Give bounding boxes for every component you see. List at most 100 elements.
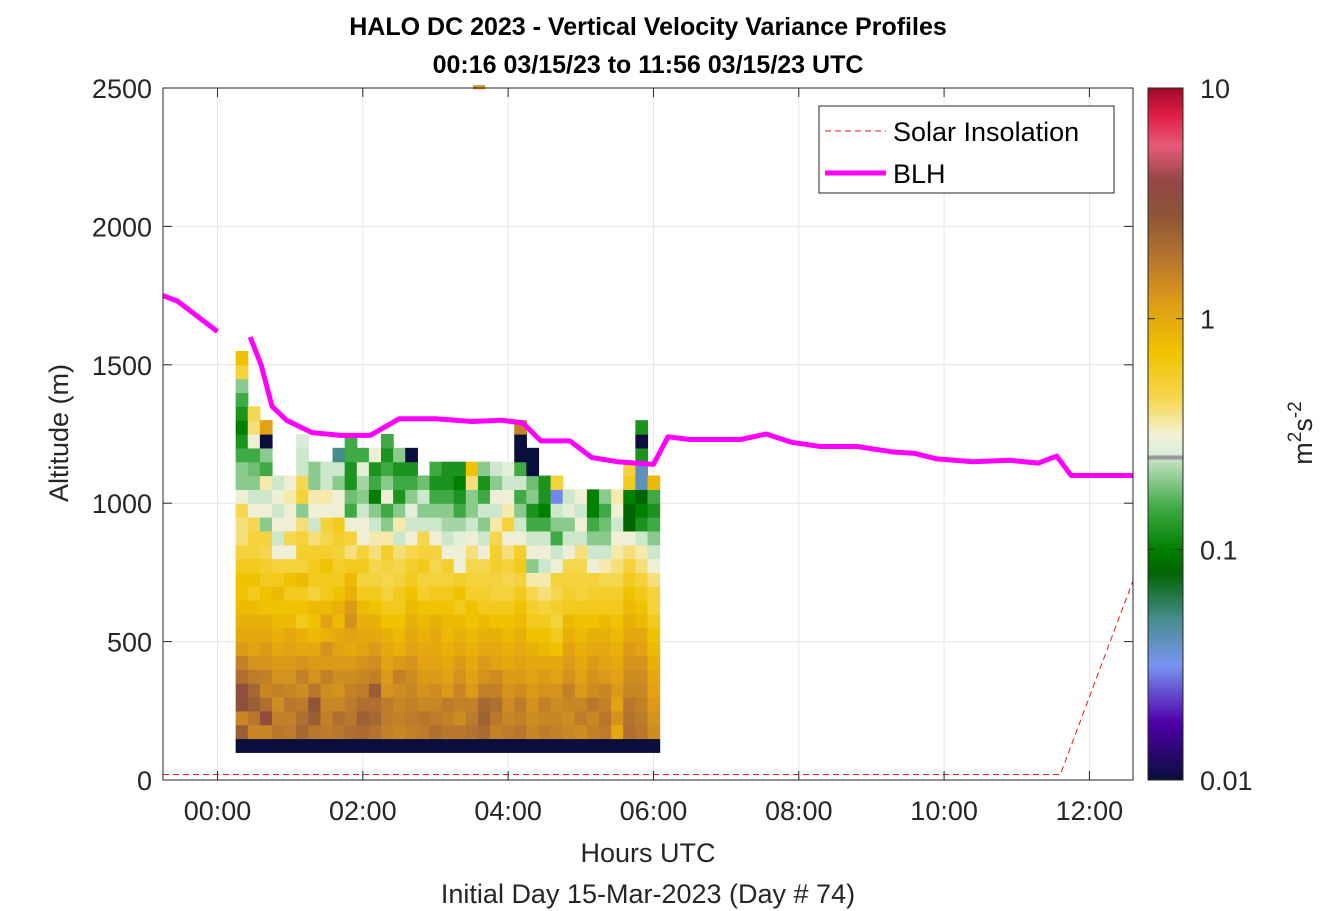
colorbar-segment: [1148, 359, 1183, 363]
heatmap-cell: [405, 503, 418, 518]
heatmap-cell: [538, 558, 552, 573]
heatmap-cell: [417, 600, 431, 615]
colorbar-segment: [1148, 566, 1183, 571]
heatmap-cell: [586, 627, 600, 643]
heatmap-cell: [441, 572, 455, 587]
heatmap-cell: [320, 489, 334, 504]
heatmap-cell: [514, 517, 527, 532]
heatmap-cell: [344, 558, 358, 573]
heatmap-cell: [344, 613, 358, 629]
heatmap-cell: [502, 530, 515, 546]
colorbar-segment: [1148, 379, 1183, 383]
colorbar-segment: [1148, 768, 1183, 772]
colorbar-segment: [1148, 90, 1183, 95]
heatmap-cell: [465, 683, 479, 698]
colorbar-segment: [1148, 295, 1183, 299]
heatmap-cell: [247, 434, 261, 449]
heatmap-cell: [259, 613, 273, 629]
heatmap-cell: [441, 475, 455, 490]
colorbar-segment: [1148, 249, 1183, 253]
legend-box: [818, 105, 1115, 194]
colorbar-segment: [1148, 373, 1183, 377]
colorbar-segment: [1148, 612, 1183, 617]
heatmap-cell: [465, 572, 479, 587]
heatmap-cell: [441, 627, 455, 643]
heatmap-cell: [356, 558, 370, 573]
heatmap-cell: [550, 738, 564, 753]
colorbar-segment: [1148, 390, 1183, 395]
heatmap-cell: [599, 613, 612, 629]
heatmap-cell: [356, 530, 370, 546]
heatmap-cell: [393, 600, 406, 615]
heatmap-cell: [332, 600, 346, 615]
colorbar-segment: [1148, 367, 1183, 372]
heatmap-cell: [296, 503, 309, 518]
heatmap-cell: [623, 613, 636, 629]
heatmap-cell: [356, 696, 370, 712]
heatmap-cell: [259, 683, 273, 698]
heatmap-cell: [477, 669, 491, 684]
heatmap-cell: [550, 530, 564, 546]
heatmap-cell: [381, 669, 394, 684]
heatmap-cell: [465, 710, 479, 726]
heatmap-cell: [550, 558, 564, 573]
colorbar-segment: [1148, 139, 1183, 144]
heatmap-cell: [477, 613, 491, 629]
heatmap-cell: [284, 613, 297, 629]
heatmap-cell: [465, 627, 479, 643]
colorbar-segment: [1148, 364, 1183, 369]
colorbar-segment: [1148, 604, 1183, 608]
heatmap-cell: [477, 724, 491, 740]
heatmap-cell: [514, 738, 527, 753]
heatmap-cell: [393, 558, 406, 573]
colorbar-segment: [1148, 526, 1183, 530]
colorbar-segment: [1148, 751, 1183, 755]
heatmap-cell: [599, 572, 612, 587]
heatmap-cell: [611, 627, 624, 643]
colorbar-segment: [1148, 506, 1183, 510]
heatmap-cell: [429, 544, 443, 560]
heatmap-cell: [441, 724, 455, 740]
colorbar-segment: [1148, 702, 1183, 706]
colorbar-segment: [1148, 226, 1183, 230]
heatmap-cell: [647, 586, 661, 601]
heatmap-cell: [574, 710, 588, 726]
heatmap-cell: [405, 572, 418, 587]
heatmap-cell: [429, 724, 443, 740]
colorbar-segment: [1148, 111, 1183, 115]
heatmap-cell: [356, 738, 370, 753]
heatmap-cell: [514, 572, 527, 587]
heatmap-cell: [320, 558, 334, 573]
heatmap-cell: [344, 489, 358, 504]
heatmap-cell: [599, 489, 612, 504]
heatmap-cell: [320, 544, 334, 560]
colorbar-segment: [1148, 641, 1183, 645]
heatmap-cell: [296, 572, 309, 587]
colorbar-segment: [1148, 361, 1183, 366]
colorbar-segment: [1148, 96, 1183, 101]
colorbar-segment: [1148, 618, 1183, 622]
heatmap-cell: [344, 641, 358, 657]
heatmap-cell: [381, 683, 394, 698]
heatmap-cell: [538, 475, 552, 490]
heatmap-cell: [332, 503, 346, 518]
colorbar-segment: [1148, 503, 1183, 507]
heatmap-cell: [623, 710, 636, 726]
heatmap-cell: [235, 683, 249, 698]
heatmap-cell: [574, 613, 588, 629]
heatmap-cell: [344, 517, 358, 532]
colorbar-segment: [1148, 500, 1183, 504]
heatmap-cell: [611, 530, 624, 546]
heatmap-cell: [453, 710, 467, 726]
heatmap-cell: [635, 447, 649, 463]
heatmap-cell: [368, 461, 382, 477]
heatmap-cell: [259, 461, 273, 477]
heatmap-cell: [562, 544, 576, 560]
heatmap-cell: [599, 586, 612, 601]
heatmap-cell: [465, 669, 479, 684]
heatmap-cell: [272, 669, 285, 684]
colorbar-segment: [1148, 122, 1183, 126]
colorbar-segment: [1148, 436, 1183, 441]
colorbar-segment: [1148, 583, 1183, 588]
colorbar-segment: [1148, 569, 1183, 573]
